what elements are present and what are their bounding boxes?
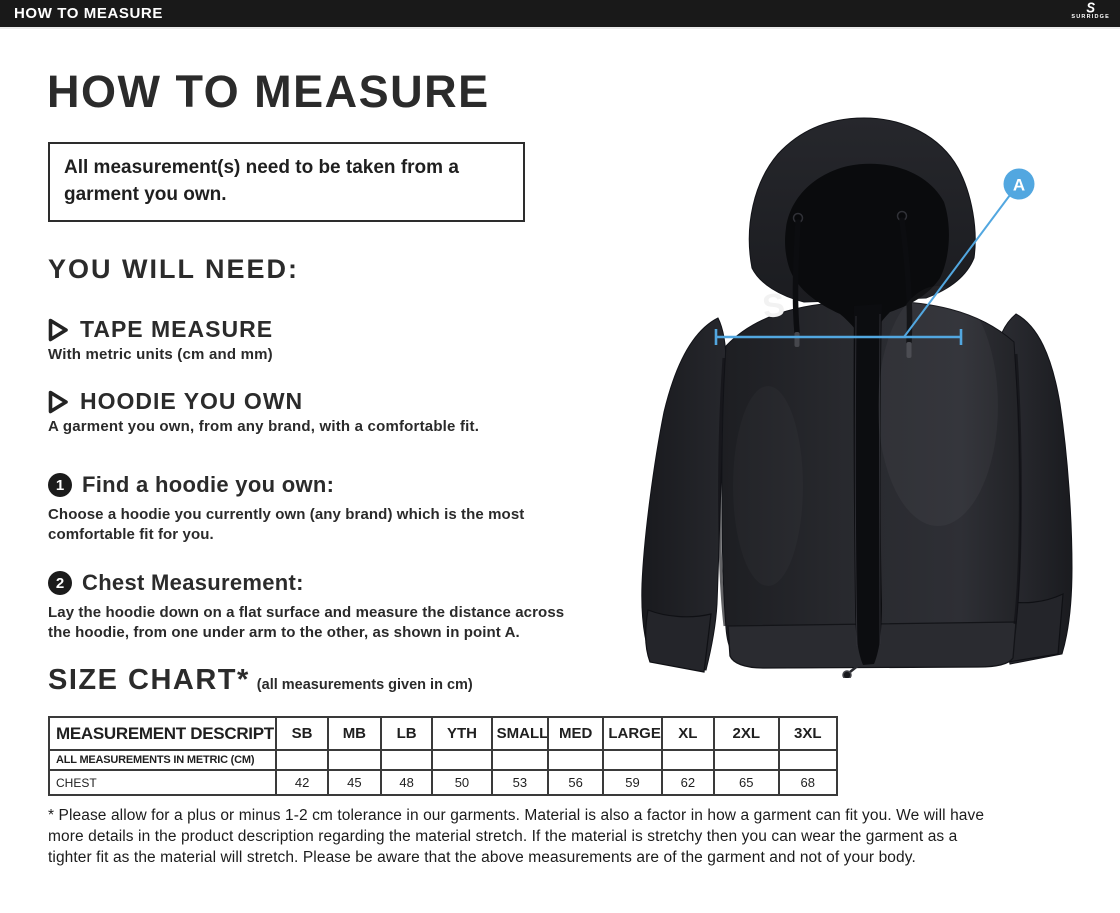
measurement-value: 62 (660, 769, 715, 796)
column-header-size: YTH (431, 716, 493, 751)
zip-pull-cord (849, 663, 861, 673)
step-title: Find a hoodie you own: (82, 472, 335, 497)
point-a-label: A (1013, 176, 1025, 195)
row-label: ALL MEASUREMENTS IN METRIC (CM) (47, 749, 278, 771)
step-description: Choose a hoodie you currently own (any b… (48, 506, 525, 544)
measurement-value (326, 749, 383, 771)
measurement-value: 56 (546, 769, 605, 796)
size-chart-subtitle: (all measurements given in cm) (256, 677, 473, 693)
column-header-size: SB (275, 716, 329, 751)
triangle-bullet-icon (48, 390, 68, 413)
measurement-value: 59 (602, 769, 663, 796)
measurement-value: 53 (490, 769, 550, 796)
step-2: 2 Chest Measurement: Lay the hoodie down… (48, 570, 648, 644)
fabric-highlight (733, 386, 803, 586)
title-bar: HOW TO MEASURE S SURRIDGE (0, 0, 1120, 29)
fabric-highlight (878, 286, 998, 526)
step-description: Lay the hoodie down on a flat surface an… (48, 604, 565, 642)
step-title: Chest Measurement: (82, 570, 304, 595)
surridge-logo: S SURRIDGE (1071, 0, 1110, 21)
need-item-tape-measure: TAPE MEASURE With metric units (cm and m… (48, 316, 273, 363)
measurement-value (777, 749, 839, 771)
hoodie-left-sleeve (641, 317, 727, 673)
row-label: CHEST (47, 769, 278, 796)
column-header-size: XL (660, 716, 715, 751)
measurement-value (660, 749, 715, 771)
table-row: CHEST 42 45 48 50 53 56 59 62 65 68 (47, 769, 839, 796)
hoodie-right-seam (1013, 353, 1022, 625)
measurement-value: 45 (326, 769, 383, 796)
surridge-logo-icon: S (1086, 0, 1096, 16)
measurement-value (379, 749, 434, 771)
measurement-value (546, 749, 605, 771)
measurement-value (431, 749, 493, 771)
measurement-value: 42 (275, 769, 329, 796)
size-chart-title: SIZE CHART* (48, 664, 250, 696)
column-header-size: SMALL (490, 716, 550, 751)
size-table-header: MEASUREMENT DESCRIPTIONSBMBLBYTHSMALLMED… (47, 716, 839, 751)
column-header-size: MED (546, 716, 605, 751)
hoodie-left-cuff (645, 609, 712, 673)
notice-box: All measurement(s) need to be taken from… (48, 142, 525, 222)
need-item-desc: With metric units (cm and mm) (48, 346, 273, 363)
hoodie-measurement-figure: S A (641, 117, 1073, 678)
measurement-value (712, 749, 780, 771)
zipper-left-edge (854, 315, 858, 647)
measurement-value: 68 (777, 769, 839, 796)
column-header-size: 2XL (712, 716, 780, 751)
step-number-badge: 2 (48, 571, 72, 595)
table-row: ALL MEASUREMENTS IN METRIC (CM) (47, 749, 839, 771)
point-a-marker (1003, 168, 1035, 200)
need-item-hoodie: HOODIE YOU OWN A garment you own, from a… (48, 388, 479, 435)
zipper-right-edge (878, 313, 881, 645)
need-item-title: TAPE MEASURE (80, 316, 274, 342)
title-bar-text: HOW TO MEASURE (14, 5, 163, 22)
right-aglet (906, 342, 912, 358)
left-drawstring (792, 219, 801, 335)
size-table-body: ALL MEASUREMENTS IN METRIC (CM) CHEST 42 45… (47, 749, 839, 796)
measurement-value: 48 (379, 769, 434, 796)
step-number-badge: 1 (48, 473, 72, 497)
column-header-size: 3XL (777, 716, 839, 751)
page-title: HOW TO MEASURE (47, 66, 490, 117)
tolerance-footnote: * Please allow for a plus or minus 1-2 c… (48, 807, 985, 866)
measurement-value (275, 749, 329, 771)
measurement-value (602, 749, 663, 771)
hoodie-left-seam (718, 357, 727, 627)
you-will-need-heading: YOU WILL NEED: (48, 254, 300, 284)
column-header-size: LB (379, 716, 434, 751)
zip-pull-icon (842, 670, 852, 678)
measurement-value: 65 (712, 769, 780, 796)
column-header-description: MEASUREMENT DESCRIPTION (47, 716, 278, 751)
measurement-value: 50 (431, 769, 493, 796)
left-aglet (794, 332, 800, 347)
chest-measurement-overlay (714, 194, 1011, 345)
need-item-title: HOODIE YOU OWN (80, 388, 304, 414)
chest-logo-icon: S (760, 286, 786, 325)
size-chart-heading: SIZE CHART* (all measurements given in cm… (48, 664, 473, 697)
need-item-desc: A garment you own, from any brand, with … (48, 418, 480, 435)
size-chart-table: MEASUREMENT DESCRIPTIONSBMBLBYTHSMALLMED… (47, 716, 839, 796)
surridge-logo-text: SURRIDGE (1071, 14, 1110, 20)
column-header-size: LARGE (602, 716, 663, 751)
zip-opening (853, 304, 882, 665)
column-header-size: MB (326, 716, 383, 751)
step-1: 1 Find a hoodie you own: Choose a hoodie… (48, 472, 648, 546)
triangle-bullet-icon (48, 318, 68, 341)
measurement-value (490, 749, 550, 771)
